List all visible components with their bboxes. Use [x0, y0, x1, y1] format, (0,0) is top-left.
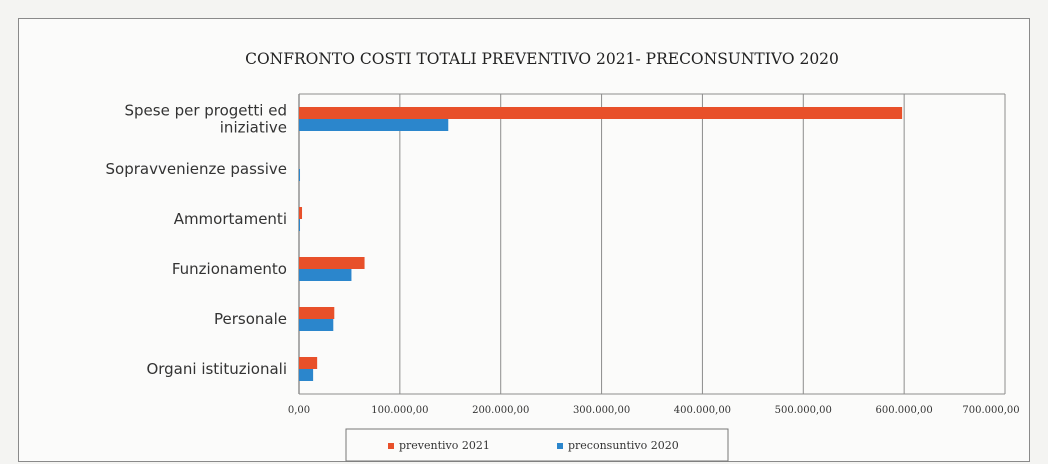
- bar-preconsuntivo-3: [299, 269, 352, 281]
- x-tick-label-0: 0,00: [288, 405, 310, 416]
- x-tick-label-2: 200.000,00: [472, 405, 529, 416]
- x-tick-label-4: 400.000,00: [674, 405, 731, 416]
- category-label-1: Sopravvenienze passive: [106, 160, 287, 178]
- bars-layer: [299, 107, 903, 381]
- category-label-line: Ammortamenti: [174, 210, 287, 228]
- bar-preconsuntivo-4: [299, 319, 334, 331]
- category-label-line: Spese per progetti ed: [124, 102, 287, 120]
- category-label-line: Organi istituzionali: [146, 360, 287, 378]
- category-label-line: Sopravvenienze passive: [106, 160, 287, 178]
- category-label-0: Spese per progetti ed iniziative: [124, 102, 287, 137]
- legend-label-preconsuntivo: preconsuntivo 2020: [568, 439, 679, 452]
- bar-preventivo-4: [299, 307, 335, 319]
- category-label-line: iniziative: [220, 119, 287, 137]
- category-label-line: Funzionamento: [172, 260, 287, 278]
- category-labels: Spese per progetti ed iniziative Sopravven…: [106, 102, 287, 379]
- category-label-3: Funzionamento: [172, 260, 287, 278]
- legend: preventivo 2021 preconsuntivo 2020: [345, 428, 729, 462]
- chart-frame: CONFRONTO COSTI TOTALI PREVENTIVO 2021- …: [18, 18, 1030, 462]
- legend-swatch-preconsuntivo: [557, 443, 563, 449]
- x-tick-labels: 0,00 100.000,00 200.000,00 300.000,00 400.00…: [288, 405, 1020, 416]
- bar-preconsuntivo-1: [299, 169, 301, 181]
- bar-preconsuntivo-2: [299, 219, 301, 231]
- legend-label-preventivo: preventivo 2021: [399, 439, 490, 452]
- x-tick-label-6: 600.000,00: [876, 405, 933, 416]
- bar-preconsuntivo-5: [299, 369, 314, 381]
- bar-preventivo-3: [299, 257, 365, 269]
- legend-swatch-preventivo: [388, 443, 394, 449]
- x-tick-label-1: 100.000,00: [371, 405, 428, 416]
- grid-layer: [298, 93, 1006, 395]
- category-label-line: Personale: [214, 310, 287, 328]
- x-tick-label-7: 700.000,00: [962, 405, 1019, 416]
- category-label-5: Organi istituzionali: [146, 360, 287, 378]
- bar-preventivo-2: [299, 207, 303, 219]
- legend-box: [345, 428, 729, 462]
- bar-preventivo-0: [299, 107, 903, 119]
- category-label-2: Ammortamenti: [174, 210, 287, 228]
- bar-preventivo-5: [299, 357, 318, 369]
- x-tick-label-5: 500.000,00: [775, 405, 832, 416]
- category-label-4: Personale: [214, 310, 287, 328]
- x-tick-label-3: 300.000,00: [573, 405, 630, 416]
- chart-svg: CONFRONTO COSTI TOTALI PREVENTIVO 2021- …: [106, 50, 1020, 462]
- bar-preconsuntivo-0: [299, 119, 449, 131]
- chart-title: CONFRONTO COSTI TOTALI PREVENTIVO 2021- …: [245, 50, 839, 68]
